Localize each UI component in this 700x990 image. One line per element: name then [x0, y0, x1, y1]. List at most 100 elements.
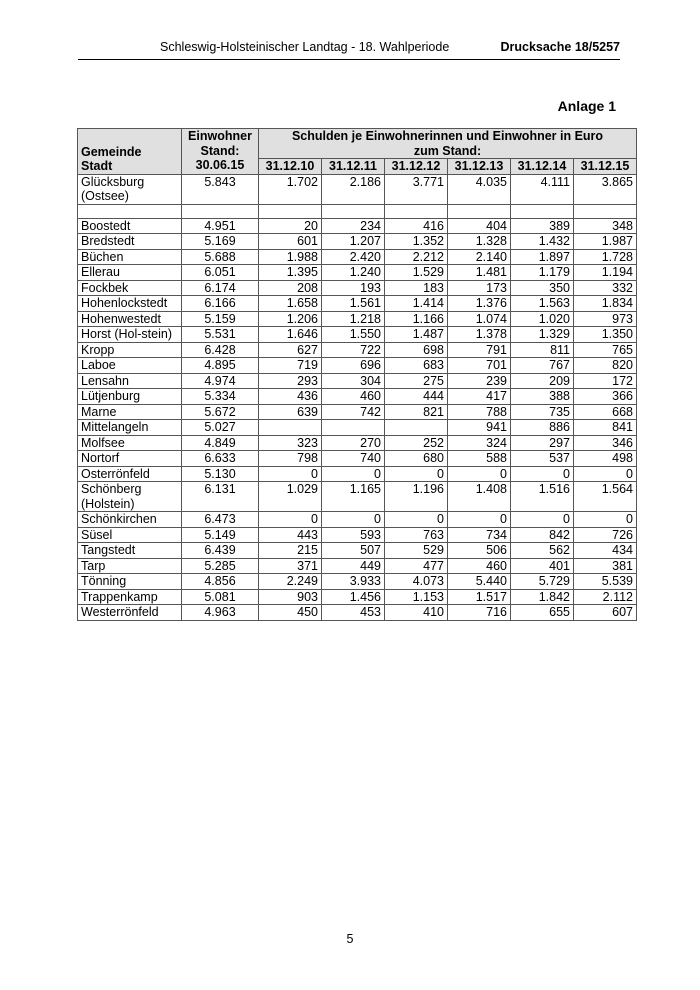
municipality-name: Ellerau [77, 264, 182, 281]
debt-value: 1.561 [321, 295, 385, 312]
table-row: Osterrönfeld 5.130 0 0 0 0 0 0 [77, 465, 637, 482]
debt-value: 0 [321, 511, 385, 528]
table-row: Glücksburg (Ostsee) 5.843 1.702 2.186 3.771 4… [77, 173, 637, 205]
population-value: 6.633 [181, 450, 259, 467]
header-municipality: Gemeinde Stadt [77, 128, 182, 175]
header-debt-line1: Schulden je Einwohnerinnen und Einwohner… [291, 129, 604, 143]
debt-value: 1.206 [258, 310, 322, 327]
debt-value: 193 [321, 279, 385, 296]
debt-value: 460 [321, 388, 385, 405]
debt-value: 0 [573, 465, 637, 482]
debt-value: 1.207 [321, 233, 385, 250]
debt-value: 450 [258, 604, 322, 621]
debt-value: 1.376 [447, 295, 511, 312]
debt-value: 404 [447, 217, 511, 234]
debt-value: 0 [447, 465, 511, 482]
debt-value: 1.352 [384, 233, 448, 250]
table-row: Hohenlockstedt 6.166 1.658 1.561 1.414 1.376 1… [77, 295, 637, 312]
debt-value: 1.456 [321, 588, 385, 605]
debt-value: 389 [510, 217, 574, 234]
debt-value: 323 [258, 434, 322, 451]
debt-value [258, 203, 322, 219]
municipality-name [77, 203, 182, 219]
municipality-name: Trappenkamp [77, 588, 182, 605]
debt-value: 680 [384, 450, 448, 467]
debt-value: 173 [447, 279, 511, 296]
debt-value: 5.539 [573, 573, 637, 590]
debt-value: 1.834 [573, 295, 637, 312]
debt-value: 1.481 [447, 264, 511, 281]
municipality-name: Glücksburg (Ostsee) [77, 173, 182, 205]
debt-value: 0 [573, 511, 637, 528]
table-row: Fockbek 6.174 208 193 183 173 350 332 [77, 279, 637, 296]
debt-value: 410 [384, 604, 448, 621]
debt-value: 0 [258, 465, 322, 482]
table-row: Westerrönfeld 4.963 450 453 410 716 655 607 [77, 604, 637, 621]
debt-value: 304 [321, 372, 385, 389]
debt-value: 529 [384, 542, 448, 559]
debt-value: 537 [510, 450, 574, 467]
debt-value [321, 419, 385, 436]
debt-value: 722 [321, 341, 385, 358]
municipality-name: Süsel [77, 526, 182, 543]
debt-value [258, 419, 322, 436]
population-value: 5.334 [181, 388, 259, 405]
debt-value: 1.408 [447, 481, 511, 512]
header-debt-group: Schulden je Einwohnerinnen und Einwohner… [258, 128, 637, 144]
debt-value: 1.395 [258, 264, 322, 281]
header-date: 31.12.12 [384, 158, 448, 175]
debt-value: 4.111 [510, 173, 574, 205]
header-population-line1: Einwohner [188, 129, 252, 143]
debt-value [447, 203, 511, 219]
debt-value: 791 [447, 341, 511, 358]
debt-value: 1.218 [321, 310, 385, 327]
debt-value: 1.328 [447, 233, 511, 250]
debt-value: 1.728 [573, 248, 637, 265]
population-value: 4.951 [181, 217, 259, 234]
population-value: 4.849 [181, 434, 259, 451]
municipality-name: Kropp [77, 341, 182, 358]
header-municipality-line1: Gemeinde [81, 144, 142, 159]
debt-value: 293 [258, 372, 322, 389]
municipality-name: Hohenlockstedt [77, 295, 182, 312]
debt-value: 767 [510, 357, 574, 374]
debt-value: 5.440 [447, 573, 511, 590]
debt-value: 627 [258, 341, 322, 358]
debt-value: 719 [258, 357, 322, 374]
debt-value: 1.987 [573, 233, 637, 250]
debt-value: 941 [447, 419, 511, 436]
debt-value: 842 [510, 526, 574, 543]
debt-value [510, 203, 574, 219]
population-value: 5.081 [181, 588, 259, 605]
table-row: Büchen 5.688 1.988 2.420 2.212 2.140 1.897 1.72… [77, 248, 637, 265]
debt-value: 324 [447, 434, 511, 451]
debt-value: 903 [258, 588, 322, 605]
header-divider [78, 59, 620, 60]
debt-value: 562 [510, 542, 574, 559]
debt-value: 332 [573, 279, 637, 296]
table-row: Hohenwestedt 5.159 1.206 1.218 1.166 1.074 1.0… [77, 310, 637, 327]
population-value: 6.439 [181, 542, 259, 559]
population-value: 5.159 [181, 310, 259, 327]
population-value: 6.174 [181, 279, 259, 296]
debt-value: 1.842 [510, 588, 574, 605]
header-date: 31.12.13 [447, 158, 511, 175]
debt-value: 811 [510, 341, 574, 358]
debt-value: 1.564 [573, 481, 637, 512]
debt-value: 0 [321, 465, 385, 482]
population-value: 5.531 [181, 326, 259, 343]
debt-value: 350 [510, 279, 574, 296]
municipality-name: Laboe [77, 357, 182, 374]
debt-value: 1.029 [258, 481, 322, 512]
debt-value: 886 [510, 419, 574, 436]
debt-value: 0 [384, 465, 448, 482]
debt-value: 0 [258, 511, 322, 528]
table-row: Mittelangeln 5.027 941 886 841 [77, 419, 637, 436]
debt-value: 2.140 [447, 248, 511, 265]
debt-value: 1.165 [321, 481, 385, 512]
debt-value: 798 [258, 450, 322, 467]
header-debt-subtitle: zum Stand: [258, 143, 637, 159]
debt-value [321, 203, 385, 219]
debt-value: 1.179 [510, 264, 574, 281]
page-number: 5 [346, 932, 354, 946]
